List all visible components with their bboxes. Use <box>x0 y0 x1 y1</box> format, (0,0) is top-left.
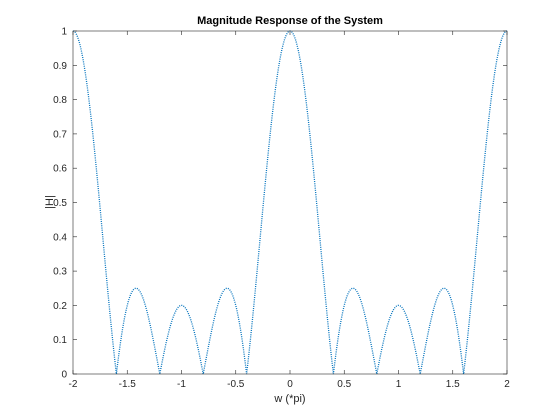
y-tick-label: 0 <box>61 370 67 381</box>
chart-title: Magnitude Response of the System <box>197 15 383 27</box>
y-tick-label: 0.8 <box>53 95 67 106</box>
y-tick-label: 0.2 <box>53 301 67 312</box>
y-tick-label: 0.5 <box>53 198 67 209</box>
y-tick-label: 0.4 <box>53 232 67 243</box>
y-tick-label: 0.1 <box>53 335 67 346</box>
x-tick-label: -1 <box>177 379 186 390</box>
x-tick-label: 0.5 <box>337 379 351 390</box>
x-axis-label: w (*pi) <box>273 393 305 405</box>
x-tick-label: 2 <box>504 379 510 390</box>
y-tick-label: 0.7 <box>53 129 67 140</box>
y-tick-label: 0.6 <box>53 164 67 175</box>
x-tick-label: 1 <box>396 379 402 390</box>
plot-area <box>73 31 507 374</box>
tick-labels: -2 -1.5 -1 -0.5 0 0.5 1 1.5 2 0 0.1 0.2 0.3 0.4 0.5 0.6… <box>53 27 510 391</box>
y-tick-label: 0.9 <box>53 61 67 72</box>
y-tick-label: 1 <box>61 27 67 38</box>
x-tick-label: -0.5 <box>227 379 245 390</box>
plot-frame <box>72 30 508 375</box>
x-tick-label: -1.5 <box>119 379 137 390</box>
y-axis-label: |H| <box>44 195 56 209</box>
y-tick-label: 0.3 <box>53 267 67 278</box>
x-tick-label: 0 <box>287 379 293 390</box>
x-tick-label: 1.5 <box>446 379 460 390</box>
x-tick-label: -2 <box>69 379 78 390</box>
